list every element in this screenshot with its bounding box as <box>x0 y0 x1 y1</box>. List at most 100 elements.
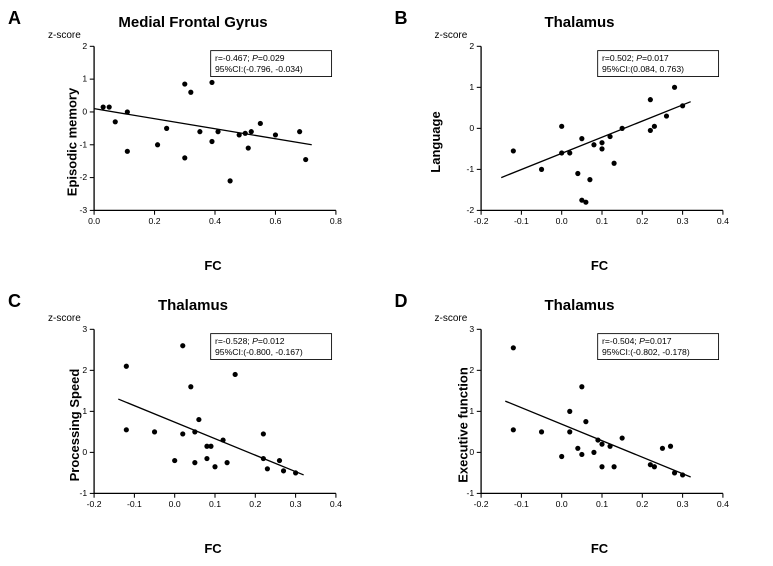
data-point <box>671 470 676 475</box>
data-point <box>611 464 616 469</box>
data-point <box>567 409 572 414</box>
y-tick-label: -2 <box>466 205 474 215</box>
x-tick-label: 0.2 <box>249 499 261 509</box>
stats-line1: r=-0.467; P=0.029 <box>215 53 285 63</box>
x-tick-label: -0.2 <box>473 499 488 509</box>
data-point <box>243 131 248 136</box>
x-tick-label: 0.1 <box>209 499 221 509</box>
data-point <box>303 157 308 162</box>
y-tick-label: 1 <box>82 74 87 84</box>
x-tick-label: -0.1 <box>513 216 528 226</box>
data-point <box>192 460 197 465</box>
trend-line <box>501 102 690 178</box>
data-point <box>651 464 656 469</box>
data-point <box>113 119 118 124</box>
data-point <box>215 129 220 134</box>
data-point <box>567 429 572 434</box>
data-point <box>619 435 624 440</box>
data-point <box>538 429 543 434</box>
data-point <box>265 466 270 471</box>
data-point <box>273 132 278 137</box>
data-point <box>197 129 202 134</box>
x-tick-label: 0.6 <box>269 216 281 226</box>
y-tick-label: 0 <box>82 107 87 117</box>
data-point <box>680 472 685 477</box>
stats-line1: r=0.502; P=0.017 <box>602 53 669 63</box>
y-tick-label: 2 <box>82 42 87 51</box>
data-point <box>107 104 112 109</box>
data-point <box>575 446 580 451</box>
y-tick-label: -3 <box>80 205 88 215</box>
data-point <box>233 372 238 377</box>
x-tick-label: 0.3 <box>290 499 302 509</box>
y-tick-label: -1 <box>466 164 474 174</box>
data-point <box>667 444 672 449</box>
zscore-label: z-score <box>435 313 468 324</box>
data-point <box>246 145 251 150</box>
x-tick-label: 0.2 <box>636 499 648 509</box>
zscore-label: z-score <box>435 30 468 41</box>
data-point <box>188 384 193 389</box>
data-point <box>587 177 592 182</box>
data-point <box>510 427 515 432</box>
scatter-plot: -0.2-0.10.00.10.20.30.4-10123r=-0.528; P… <box>75 325 355 515</box>
y-tick-label: -2 <box>80 172 88 182</box>
x-tick-label: 0.4 <box>716 216 728 226</box>
data-point <box>172 458 177 463</box>
data-point <box>228 178 233 183</box>
x-tick-label: 0.8 <box>330 216 342 226</box>
data-point <box>510 345 515 350</box>
data-point <box>599 140 604 145</box>
x-tick-label: -0.1 <box>127 499 142 509</box>
x-tick-label: 0.4 <box>209 216 221 226</box>
x-tick-label: 0.4 <box>716 499 728 509</box>
data-point <box>209 139 214 144</box>
data-point <box>671 85 676 90</box>
y-tick-label: -1 <box>80 488 88 498</box>
y-tick-label: 1 <box>82 406 87 416</box>
stats-line2: 95%CI:(-0.800, -0.167) <box>215 347 303 357</box>
stats-line2: 95%CI:(-0.796, -0.034) <box>215 64 303 74</box>
x-axis-label: FC <box>407 541 773 556</box>
data-point <box>591 450 596 455</box>
stats-line1: r=-0.504; P=0.017 <box>602 336 672 346</box>
data-point <box>180 431 185 436</box>
data-point <box>297 129 302 134</box>
data-point <box>208 444 213 449</box>
zscore-label: z-score <box>48 313 81 324</box>
data-point <box>595 437 600 442</box>
y-tick-label: 1 <box>469 82 474 92</box>
data-point <box>599 464 604 469</box>
data-point <box>647 97 652 102</box>
data-point <box>212 464 217 469</box>
panel-title: Thalamus <box>387 14 773 31</box>
data-point <box>192 429 197 434</box>
x-tick-label: 0.0 <box>555 216 567 226</box>
y-tick-label: 2 <box>82 365 87 375</box>
x-axis-label: FC <box>20 541 406 556</box>
scatter-plot: -0.2-0.10.00.10.20.30.4-2-1012r=0.502; P… <box>462 42 742 232</box>
y-tick-label: 3 <box>469 325 474 334</box>
data-point <box>152 429 157 434</box>
trend-line <box>118 399 303 475</box>
data-point <box>647 128 652 133</box>
panel-title: Thalamus <box>387 297 773 314</box>
data-point <box>579 384 584 389</box>
x-tick-label: 0.3 <box>676 499 688 509</box>
data-point <box>258 121 263 126</box>
y-tick-label: 0 <box>82 447 87 457</box>
data-point <box>538 167 543 172</box>
y-tick-label: 0 <box>469 123 474 133</box>
data-point <box>559 454 564 459</box>
y-axis-label: Language <box>428 111 443 172</box>
x-tick-label: 0.1 <box>596 499 608 509</box>
x-tick-label: 0.1 <box>596 216 608 226</box>
data-point <box>659 446 664 451</box>
data-point <box>155 142 160 147</box>
data-point <box>510 148 515 153</box>
data-point <box>293 470 298 475</box>
x-tick-label: 0.2 <box>149 216 161 226</box>
data-point <box>277 458 282 463</box>
data-point <box>607 134 612 139</box>
x-tick-label: -0.2 <box>87 499 102 509</box>
